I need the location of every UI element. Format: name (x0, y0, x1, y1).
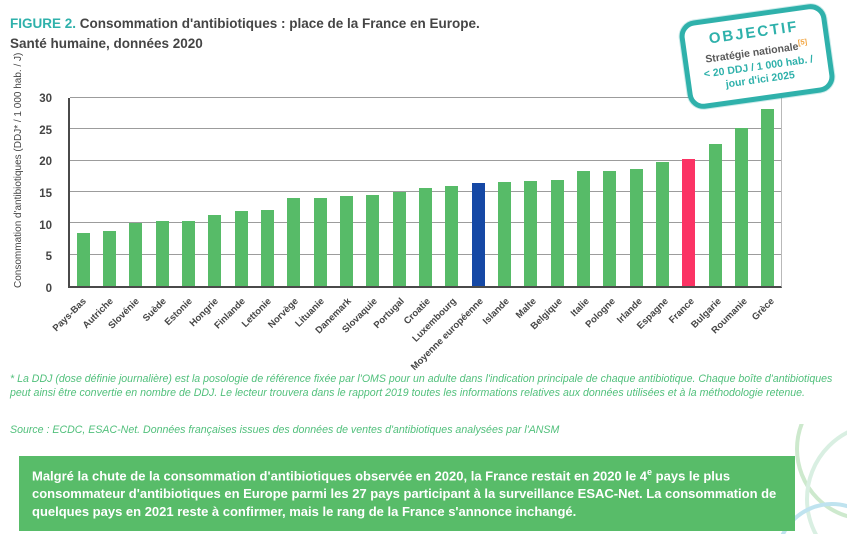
y-tick-label: 5 (45, 251, 52, 264)
bar-pays-bas (76, 232, 90, 286)
bar-moyenne-européenne (471, 183, 485, 286)
bar-luxembourg (445, 185, 459, 286)
bar-estonie (181, 220, 195, 286)
y-tick-label: 30 (39, 93, 52, 105)
badge-reference: [5] (797, 36, 808, 48)
bar-malte (524, 181, 538, 286)
y-tick-label: 20 (39, 156, 52, 169)
bar-belgique (550, 180, 564, 286)
plot-area (68, 97, 782, 288)
bar-pologne (603, 170, 617, 286)
bar-france (682, 158, 696, 286)
callout-text-start: Malgré la chute de la consommation d'ant… (32, 468, 648, 484)
gridline (70, 128, 781, 130)
footnote-asterisk: * La DDJ (dose définie journalière) est … (10, 373, 833, 400)
figure-label: FIGURE 2. (10, 16, 77, 31)
bar-bulgarie (708, 143, 722, 286)
decorative-circles (780, 424, 847, 534)
y-tick-label: 25 (39, 124, 52, 137)
bar-slovénie (129, 222, 143, 286)
figure-header: FIGURE 2. Consommation d'antibiotiques :… (10, 14, 570, 55)
callout-banner: Malgré la chute de la consommation d'ant… (19, 456, 795, 532)
callout-superscript: e (647, 467, 653, 477)
y-tick-label: 15 (39, 188, 52, 200)
y-axis-ticks: 0 5 10 15 20 25 30 (0, 93, 60, 295)
bar-hongrie (208, 215, 222, 286)
bar-autriche (102, 230, 116, 286)
figure-title: Consommation d'antibiotiques : place de … (76, 16, 480, 31)
figure-subtitle: Santé humaine, données 2020 (10, 36, 203, 52)
bar-lettonie (260, 209, 274, 286)
bar-norvège (287, 198, 301, 286)
x-axis-labels: Pays-Bas Autriche Slovénie Suède Estonie Hong… (51, 292, 782, 373)
y-tick-label: 0 (45, 283, 52, 295)
bar-italie (576, 171, 590, 286)
callout-text-end: pays le plus consommateur d'antibiotique… (32, 468, 777, 520)
bar-islande (497, 181, 511, 286)
bar-roumanie (734, 128, 748, 286)
bar-slovaquie (366, 194, 380, 286)
gridline (70, 97, 781, 98)
bar-grèce (761, 108, 775, 286)
bar-croatie (418, 188, 432, 286)
bar-espagne (655, 161, 669, 286)
bar-lituanie (313, 197, 327, 286)
bar-suède (155, 221, 169, 286)
y-tick-label: 10 (39, 219, 52, 232)
source-line: Source : ECDC, ESAC-Net. Données françai… (10, 424, 560, 436)
bar-finlande (234, 210, 248, 286)
gridline (70, 159, 781, 161)
bar-portugal (392, 192, 406, 286)
bar-irlande (629, 169, 643, 286)
bar-chart: Consommation d'antibiotiques (DDJ* / 1 0… (0, 53, 847, 377)
figure-title-line: FIGURE 2. Consommation d'antibiotiques :… (10, 14, 570, 34)
bars (70, 98, 781, 286)
bar-danemark (339, 196, 353, 286)
